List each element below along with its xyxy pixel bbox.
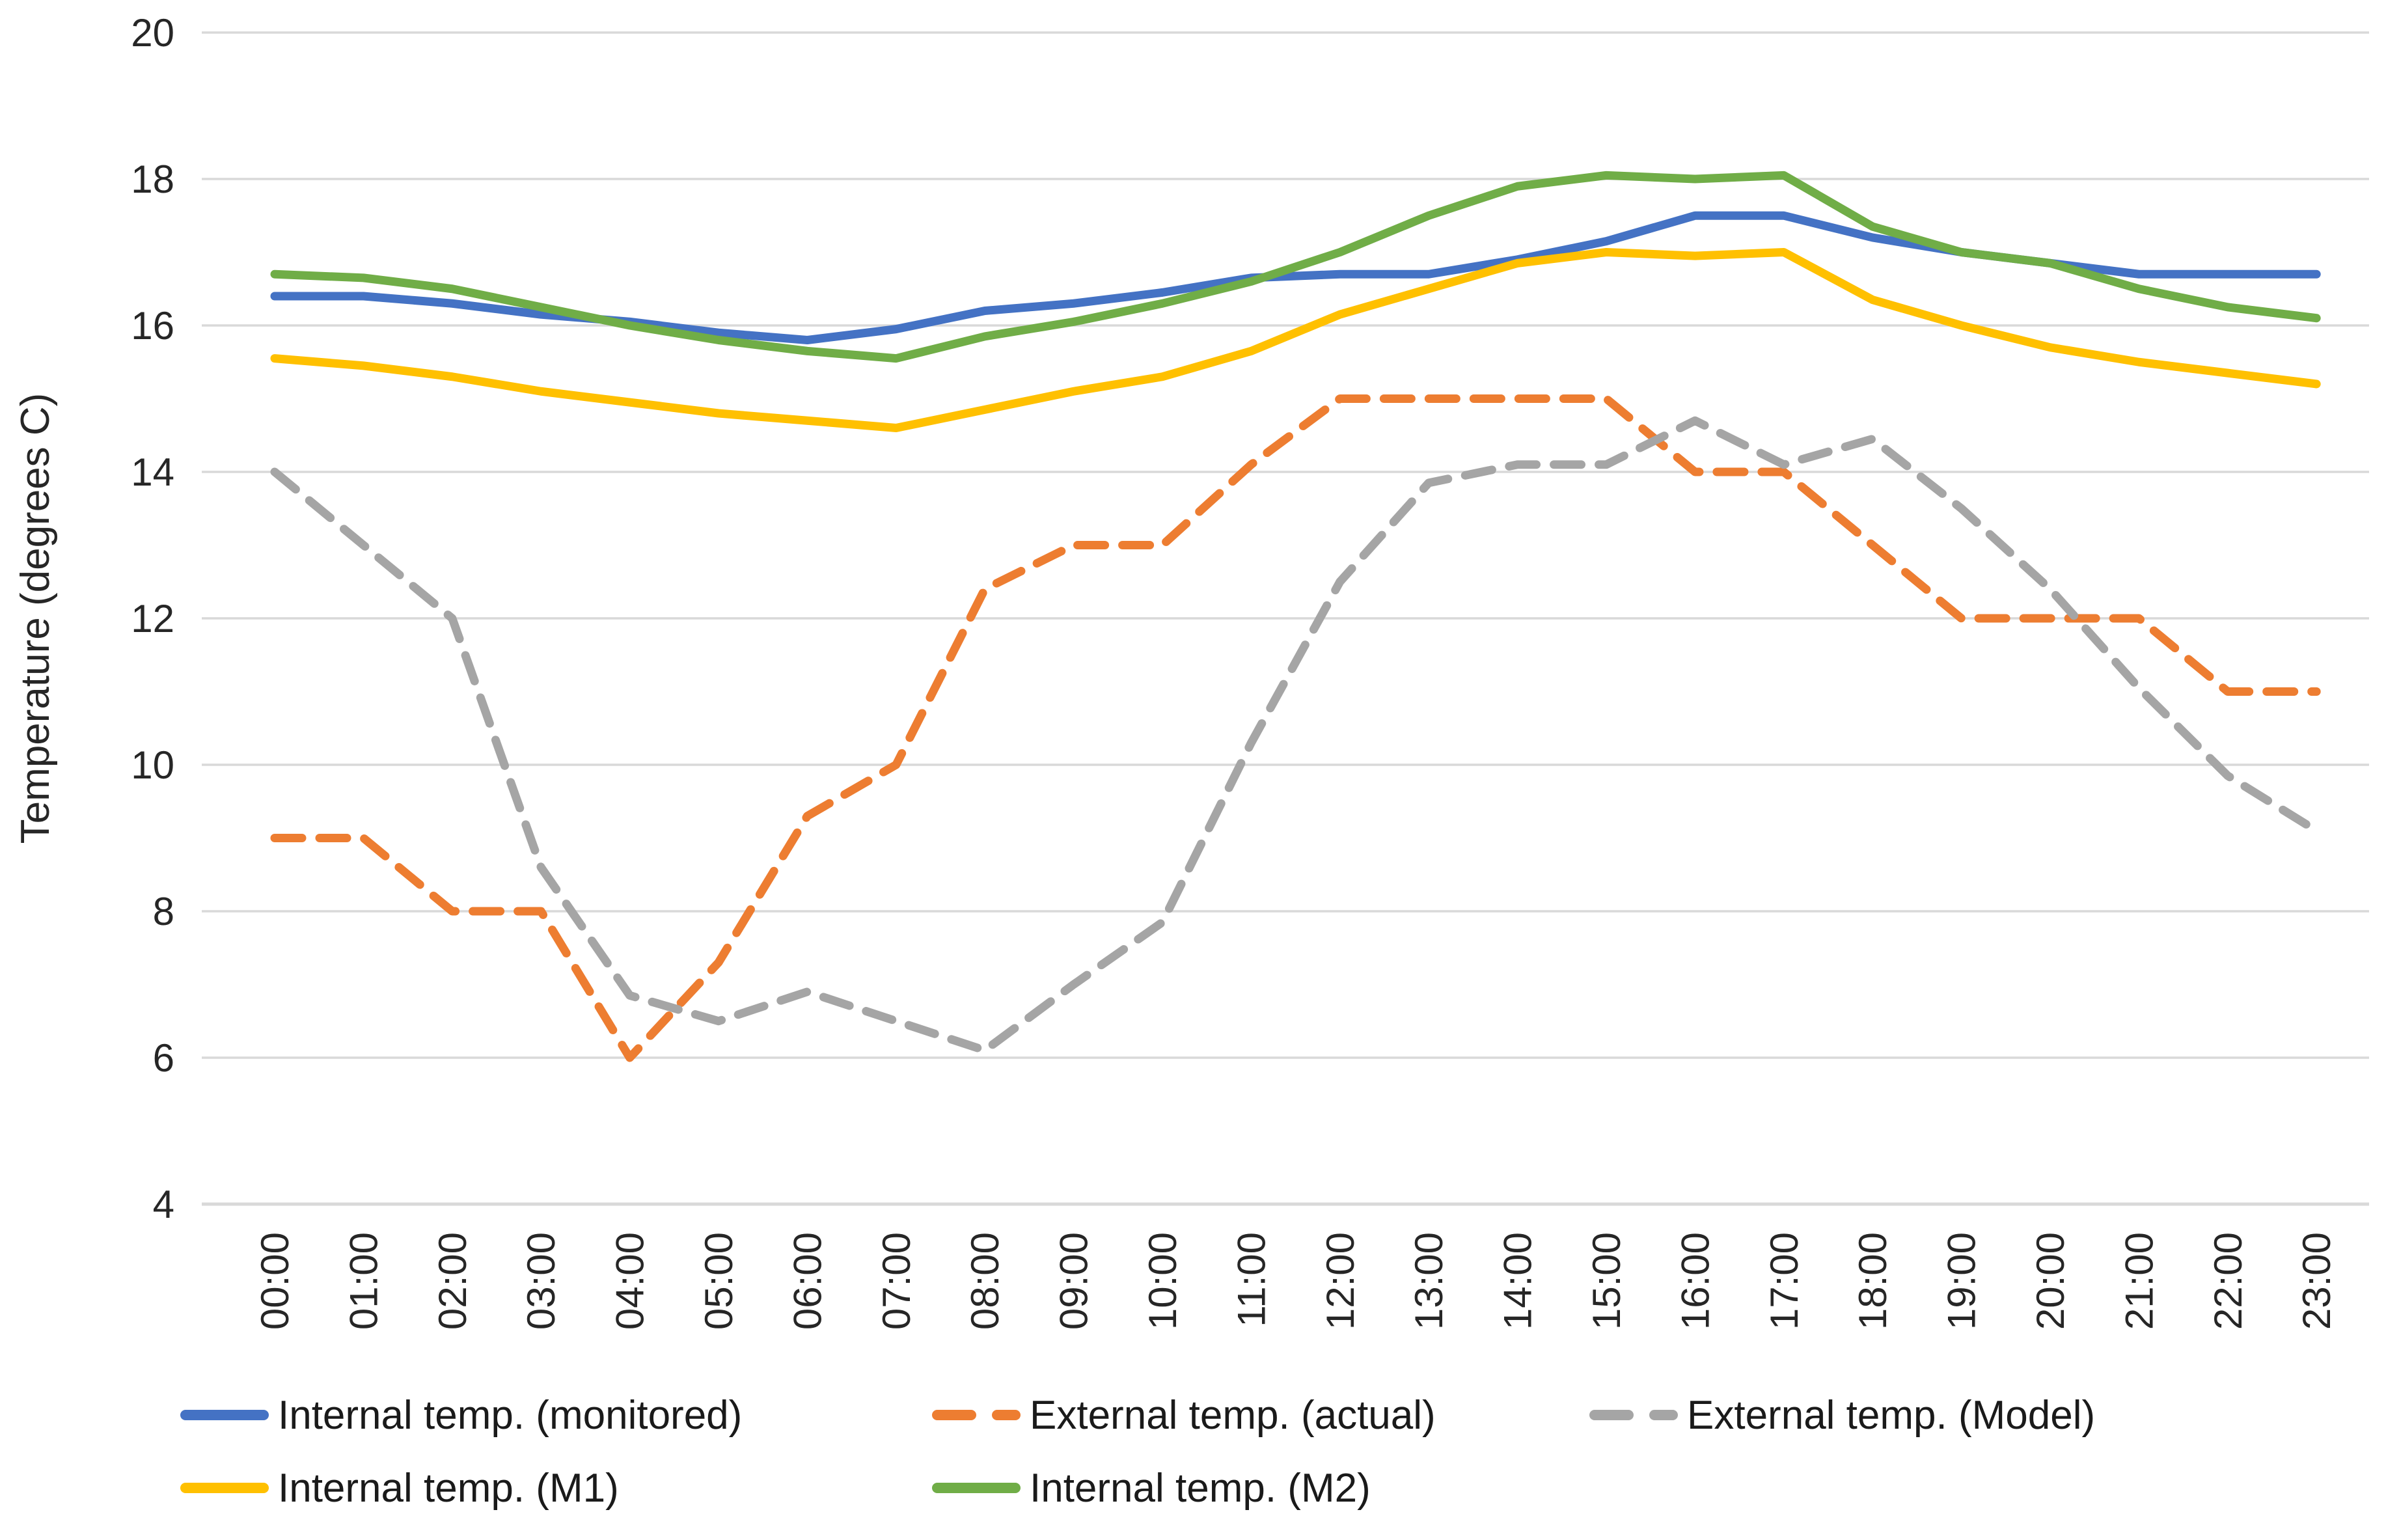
y-axis-title: Temperature (degrees C) <box>13 393 58 844</box>
x-tick-label: 21:00 <box>2117 1232 2161 1330</box>
y-tick-label: 4 <box>153 1183 174 1226</box>
y-tick-label: 20 <box>131 11 174 55</box>
y-axis-tick-labels: 4 6 8 10 12 14 16 18 20 <box>131 11 174 1226</box>
x-tick-label: 14:00 <box>1496 1232 1540 1330</box>
series-line <box>270 211 2321 344</box>
series-line <box>270 394 2321 1062</box>
x-tick-label: 08:00 <box>963 1232 1007 1330</box>
y-tick-label: 16 <box>131 304 174 348</box>
series-lines <box>270 171 2321 1062</box>
y-tick-label: 6 <box>153 1036 174 1080</box>
x-tick-label: 15:00 <box>1585 1232 1628 1330</box>
legend-item: External temp. (Model) <box>1589 1393 2095 1438</box>
x-tick-label: 04:00 <box>609 1232 652 1330</box>
series-line <box>270 416 2321 1055</box>
x-tick-label: 13:00 <box>1407 1232 1451 1330</box>
legend-label: External temp. (actual) <box>1030 1393 1436 1438</box>
legend-label: Internal temp. (M1) <box>278 1466 619 1511</box>
x-tick-label: 05:00 <box>697 1232 741 1330</box>
x-tick-label: 11:00 <box>1229 1232 1273 1327</box>
x-tick-label: 23:00 <box>2295 1232 2338 1330</box>
legend-label: Internal temp. (monitored) <box>278 1393 742 1438</box>
y-tick-label: 12 <box>131 597 174 640</box>
x-tick-label: 22:00 <box>2206 1232 2250 1330</box>
legend: Internal temp. (monitored) External temp.… <box>180 1393 2095 1511</box>
series-line <box>270 248 2321 432</box>
legend-label: External temp. (Model) <box>1687 1393 2095 1438</box>
gridlines <box>202 31 2369 1206</box>
legend-item: External temp. (actual) <box>932 1393 1436 1438</box>
y-tick-label: 10 <box>131 743 174 787</box>
x-tick-label: 02:00 <box>431 1232 474 1330</box>
legend-item: Internal temp. (M2) <box>932 1466 1371 1511</box>
x-tick-label: 00:00 <box>253 1232 297 1330</box>
x-tick-label: 01:00 <box>342 1232 385 1330</box>
x-tick-label: 10:00 <box>1141 1232 1185 1330</box>
legend-item: Internal temp. (monitored) <box>180 1393 742 1438</box>
x-tick-label: 09:00 <box>1052 1232 1096 1330</box>
x-tick-label: 16:00 <box>1673 1232 1717 1330</box>
x-tick-label: 18:00 <box>1851 1232 1895 1330</box>
x-tick-label: 07:00 <box>875 1232 918 1330</box>
y-tick-label: 14 <box>131 450 174 494</box>
legend-label: Internal temp. (M2) <box>1030 1466 1371 1511</box>
x-tick-label: 19:00 <box>1940 1232 1984 1330</box>
y-tick-label: 18 <box>131 158 174 201</box>
y-tick-label: 8 <box>153 890 174 933</box>
x-axis-tick-labels: 00:00 01:00 02:00 03:00 04:00 05:00 06:00 07:00… <box>253 1232 2338 1330</box>
x-tick-label: 17:00 <box>1762 1232 1806 1330</box>
x-tick-label: 20:00 <box>2029 1232 2072 1330</box>
x-tick-label: 06:00 <box>786 1232 829 1330</box>
series-line <box>270 171 2321 363</box>
x-tick-label: 12:00 <box>1319 1232 1362 1330</box>
x-tick-label: 03:00 <box>519 1232 563 1330</box>
legend-item: Internal temp. (M1) <box>180 1466 619 1511</box>
